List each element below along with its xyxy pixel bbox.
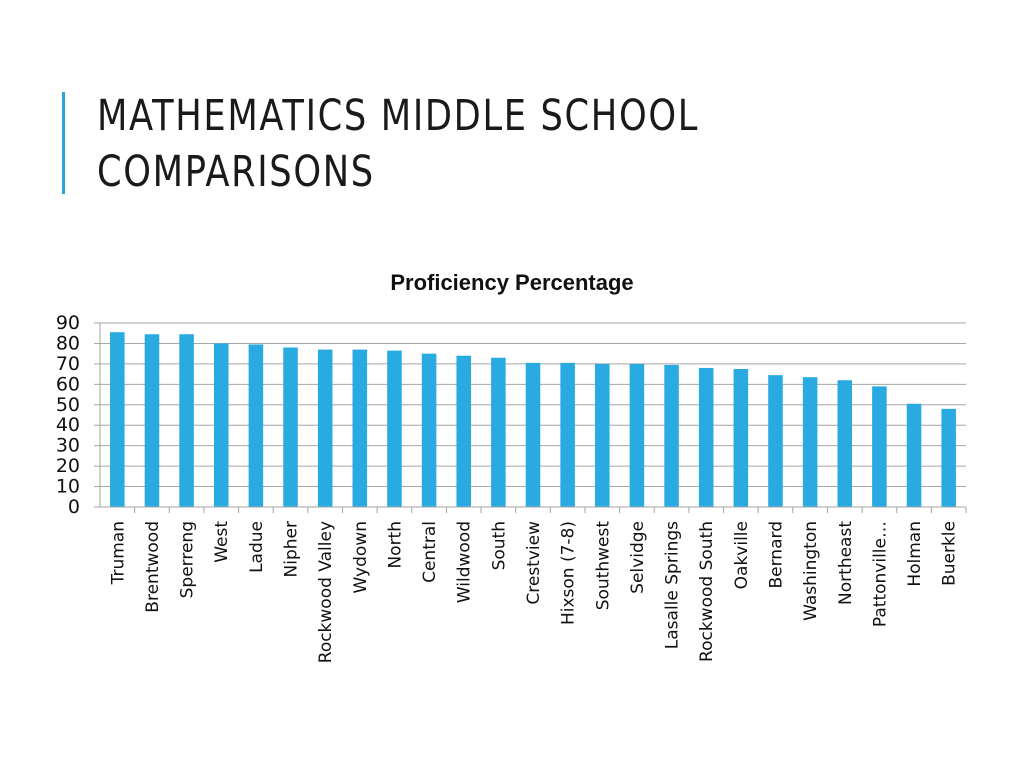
x-tick-label: Pattonville… <box>870 521 890 627</box>
bar-brentwood <box>144 334 160 507</box>
x-tick-label: Wildwood <box>455 521 475 603</box>
x-tick-label: Rockwood South <box>697 521 717 662</box>
y-tick-label: 70 <box>56 353 80 375</box>
bar-hixson-7-8- <box>560 362 575 507</box>
y-tick-label: 80 <box>56 332 80 354</box>
x-tick-label: West <box>212 521 232 563</box>
x-tick-label: Holman <box>905 521 925 587</box>
x-tick-label: North <box>385 521 405 569</box>
slide-title-line-2: Comparisons <box>97 147 375 197</box>
x-tick-label: Ladue <box>247 521 267 573</box>
bar-selvidge <box>629 363 645 507</box>
x-tick-label: South <box>489 521 509 570</box>
slide-title: Mathematics Middle School Comparisons <box>97 88 802 200</box>
bar-south <box>491 357 506 507</box>
x-tick-label: Nipher <box>282 521 302 577</box>
bar-pattonville- <box>872 386 887 507</box>
bar-west <box>213 343 229 507</box>
bar-lasalle-springs <box>664 364 679 507</box>
x-tick-label: Selvidge <box>628 521 648 594</box>
bar-sperreng <box>179 334 194 507</box>
y-tick-label: 40 <box>56 414 80 436</box>
x-tick-label: Central <box>420 521 440 583</box>
x-tick-label: Brentwood <box>143 521 163 613</box>
x-tick-label: Truman <box>108 521 128 585</box>
x-tick-label: Northeast <box>836 521 856 605</box>
x-tick-label: Crestview <box>524 521 544 605</box>
bar-wydown <box>352 349 368 507</box>
slide-title-line-1: Mathematics Middle School <box>97 91 700 141</box>
x-tick-label: Hixson (7-8) <box>559 521 579 625</box>
bar-southwest <box>595 363 610 507</box>
bar-bernard <box>768 375 783 507</box>
y-tick-label: 50 <box>56 394 80 416</box>
bar-central <box>421 353 437 507</box>
bar-northeast <box>837 380 853 507</box>
y-tick-label: 60 <box>56 373 80 395</box>
bar-rockwood-south <box>698 367 714 507</box>
y-tick-label: 20 <box>56 455 80 477</box>
title-accent-bar <box>62 92 65 194</box>
bar-nipher <box>283 347 298 507</box>
bar-truman <box>110 332 125 507</box>
y-tick-label: 30 <box>56 435 80 457</box>
bar-oakville <box>733 369 749 507</box>
y-tick-label: 10 <box>56 476 80 498</box>
bar-washington <box>802 377 818 507</box>
x-tick-label: Buerkle <box>940 521 960 586</box>
bar-buerkle <box>941 408 956 507</box>
x-tick-label: Washington <box>801 521 821 621</box>
bar-holman <box>906 403 922 507</box>
y-tick-label: 0 <box>68 496 80 518</box>
x-tick-label: Wydown <box>351 521 371 593</box>
x-tick-label: Lasalle Springs <box>663 521 683 649</box>
bar-crestview <box>525 362 541 507</box>
bar-ladue <box>248 344 264 507</box>
x-tick-label: Southwest <box>593 521 613 611</box>
chart-title: Proficiency Percentage <box>390 270 634 295</box>
x-tick-label: Oakville <box>732 521 752 589</box>
bar-rockwood-valley <box>317 349 333 507</box>
y-tick-label: 90 <box>56 312 80 334</box>
x-tick-label: Rockwood Valley <box>316 521 336 663</box>
x-tick-label: Sperreng <box>178 521 198 598</box>
bar-north <box>387 350 402 507</box>
bar-wildwood <box>456 355 471 507</box>
x-tick-label: Bernard <box>766 521 786 589</box>
